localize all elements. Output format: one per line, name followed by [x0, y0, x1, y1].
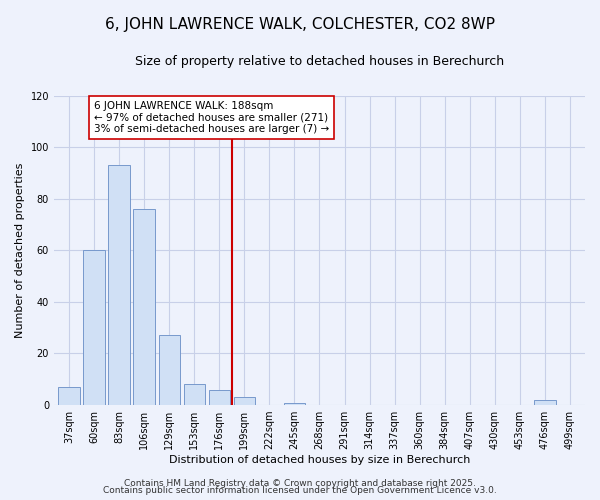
Bar — [133, 209, 155, 405]
Bar — [209, 390, 230, 405]
Title: Size of property relative to detached houses in Berechurch: Size of property relative to detached ho… — [135, 55, 504, 68]
Y-axis label: Number of detached properties: Number of detached properties — [15, 162, 25, 338]
Text: 6 JOHN LAWRENCE WALK: 188sqm
← 97% of detached houses are smaller (271)
3% of se: 6 JOHN LAWRENCE WALK: 188sqm ← 97% of de… — [94, 100, 329, 134]
Bar — [233, 398, 255, 405]
Bar — [109, 165, 130, 405]
X-axis label: Distribution of detached houses by size in Berechurch: Distribution of detached houses by size … — [169, 455, 470, 465]
Bar — [184, 384, 205, 405]
Bar — [534, 400, 556, 405]
Text: Contains public sector information licensed under the Open Government Licence v3: Contains public sector information licen… — [103, 486, 497, 495]
Text: 6, JOHN LAWRENCE WALK, COLCHESTER, CO2 8WP: 6, JOHN LAWRENCE WALK, COLCHESTER, CO2 8… — [105, 18, 495, 32]
Bar — [58, 387, 80, 405]
Bar — [158, 336, 180, 405]
Text: Contains HM Land Registry data © Crown copyright and database right 2025.: Contains HM Land Registry data © Crown c… — [124, 478, 476, 488]
Bar — [83, 250, 104, 405]
Bar — [284, 402, 305, 405]
